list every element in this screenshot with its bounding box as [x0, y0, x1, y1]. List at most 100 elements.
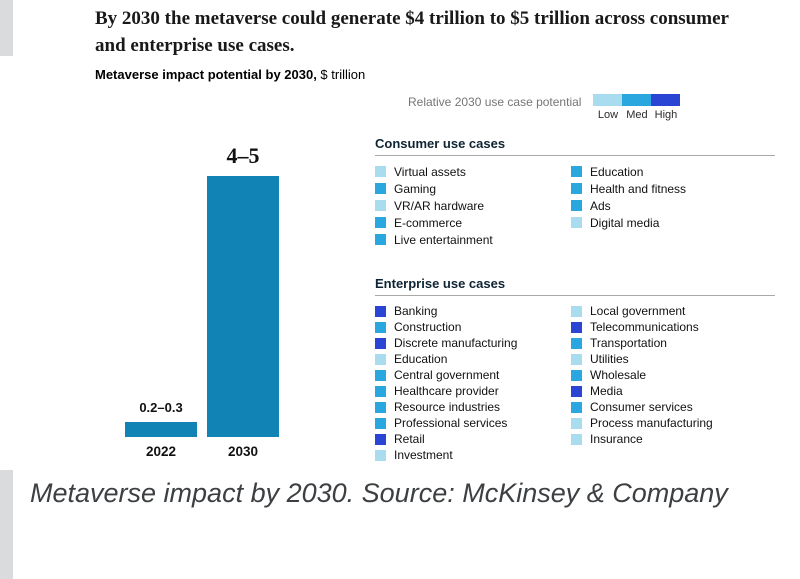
page-edge-bottom — [0, 470, 13, 579]
group-column-1: Local government Telecommunications Transp… — [571, 303, 775, 463]
use-case-item: Ads — [571, 197, 775, 214]
use-case-label: Gaming — [394, 181, 437, 196]
use-case-item: Insurance — [571, 431, 775, 447]
legend-label-med: Med — [626, 109, 648, 121]
use-case-label: Live entertainment — [394, 232, 493, 247]
group-column-0: Banking Construction Discrete manufacturin… — [375, 303, 571, 463]
use-case-item: Virtual assets — [375, 163, 571, 180]
use-case-label: Virtual assets — [394, 164, 466, 179]
use-case-item: Digital media — [571, 214, 775, 231]
use-case-item: Process manufacturing — [571, 415, 775, 431]
use-case-item: Central government — [375, 367, 571, 383]
use-case-label: Construction — [394, 320, 462, 334]
level-swatch-med — [375, 369, 386, 381]
level-swatch-low — [571, 417, 582, 429]
group-title: Enterprise use cases — [375, 276, 506, 291]
chart-title-unit: $ trillion — [316, 67, 366, 82]
use-case-item: Discrete manufacturing — [375, 335, 571, 351]
level-swatch-low — [571, 353, 582, 365]
chart-title-bold: Metaverse impact potential by 2030, — [95, 67, 317, 82]
level-swatch-low — [571, 217, 582, 228]
use-case-label: VR/AR hardware — [394, 198, 485, 213]
use-case-item: Telecommunications — [571, 319, 775, 335]
level-swatch-med — [571, 166, 582, 177]
use-case-item: Wholesale — [571, 367, 775, 383]
level-swatch-med — [571, 200, 582, 211]
use-case-label: Transportation — [590, 336, 667, 350]
level-swatch-med — [375, 321, 386, 333]
use-case-item: Consumer services — [571, 399, 775, 415]
page-edge-top — [0, 0, 13, 56]
level-swatch-med — [375, 183, 386, 194]
use-case-label: Process manufacturing — [590, 416, 713, 430]
group-divider — [375, 295, 775, 296]
use-case-item: Health and fitness — [571, 180, 775, 197]
use-case-item: Investment — [375, 447, 571, 463]
use-case-item: Healthcare provider — [375, 383, 571, 399]
level-swatch-high — [375, 337, 386, 349]
use-case-group-0: Consumer use cases Virtual assets Gaming VR… — [375, 136, 775, 248]
use-case-label: Local government — [590, 304, 686, 318]
use-case-label: Retail — [394, 432, 425, 446]
group-title: Consumer use cases — [375, 136, 506, 151]
level-swatch-low — [571, 305, 582, 317]
legend-swatch-high — [651, 94, 681, 106]
level-swatch-med — [375, 217, 386, 228]
use-case-label: Investment — [394, 448, 453, 462]
use-case-label: Insurance — [590, 432, 643, 446]
level-swatch-low — [571, 433, 582, 445]
bar-value-2022: 0.2–0.3 — [139, 400, 183, 415]
legend: Relative 2030 use case potential Low Med H… — [408, 94, 681, 121]
use-case-item: Education — [375, 351, 571, 367]
use-case-item: Professional services — [375, 415, 571, 431]
legend-scale: Low Med High — [593, 94, 681, 121]
use-case-label: Wholesale — [590, 368, 647, 382]
use-case-label: Discrete manufacturing — [394, 336, 518, 350]
use-case-item: Gaming — [375, 180, 571, 197]
bar-2030 — [207, 176, 279, 437]
legend-label-high: High — [654, 109, 678, 121]
use-case-item: Retail — [375, 431, 571, 447]
use-case-item: Education — [571, 163, 775, 180]
use-case-item: VR/AR hardware — [375, 197, 571, 214]
use-case-item: Live entertainment — [375, 231, 571, 248]
legend-swatches — [593, 94, 681, 106]
use-case-item: Transportation — [571, 335, 775, 351]
use-case-label: Utilities — [590, 352, 629, 366]
use-case-item: E-commerce — [375, 214, 571, 231]
use-case-group-1: Enterprise use cases Banking Construction D… — [375, 276, 775, 463]
legend-caption: Relative 2030 use case potential — [408, 95, 582, 109]
level-swatch-med — [571, 369, 582, 381]
level-swatch-med — [375, 385, 386, 397]
use-case-label: Professional services — [394, 416, 508, 430]
use-case-label: Banking — [394, 304, 438, 318]
bar-value-2030: 4–5 — [226, 143, 260, 168]
level-swatch-low — [375, 166, 386, 177]
level-swatch-high — [571, 321, 582, 333]
group-column-0: Virtual assets Gaming VR/AR hardware E-comm… — [375, 163, 571, 248]
group-columns: Virtual assets Gaming VR/AR hardware E-comm… — [375, 163, 775, 248]
use-case-item: Construction — [375, 319, 571, 335]
level-swatch-med — [571, 337, 582, 349]
figure-title: By 2030 the metaverse could generate $4 … — [95, 8, 729, 56]
use-case-label: Education — [394, 352, 448, 366]
level-swatch-med — [571, 183, 582, 194]
group-column-1: Education Health and fitness Ads Digital me… — [571, 163, 775, 248]
use-case-label: Health and fitness — [590, 181, 687, 196]
level-swatch-low — [375, 353, 386, 365]
use-case-label: Education — [590, 164, 644, 179]
use-case-item: Local government — [571, 303, 775, 319]
legend-swatch-med — [622, 94, 652, 106]
level-swatch-low — [375, 449, 386, 461]
figure-caption: Metaverse impact by 2030. Source: McKins… — [30, 478, 728, 508]
level-swatch-high — [375, 305, 386, 317]
level-swatch-low — [375, 200, 386, 211]
use-case-label: Ads — [590, 198, 611, 213]
use-case-label: Healthcare provider — [394, 384, 499, 398]
level-swatch-med — [375, 417, 386, 429]
level-swatch-med — [375, 234, 386, 245]
legend-swatch-low — [593, 94, 623, 106]
legend-names: Low Med High — [593, 109, 680, 121]
chart-title: Metaverse impact potential by 2030, $ tr… — [95, 67, 365, 82]
